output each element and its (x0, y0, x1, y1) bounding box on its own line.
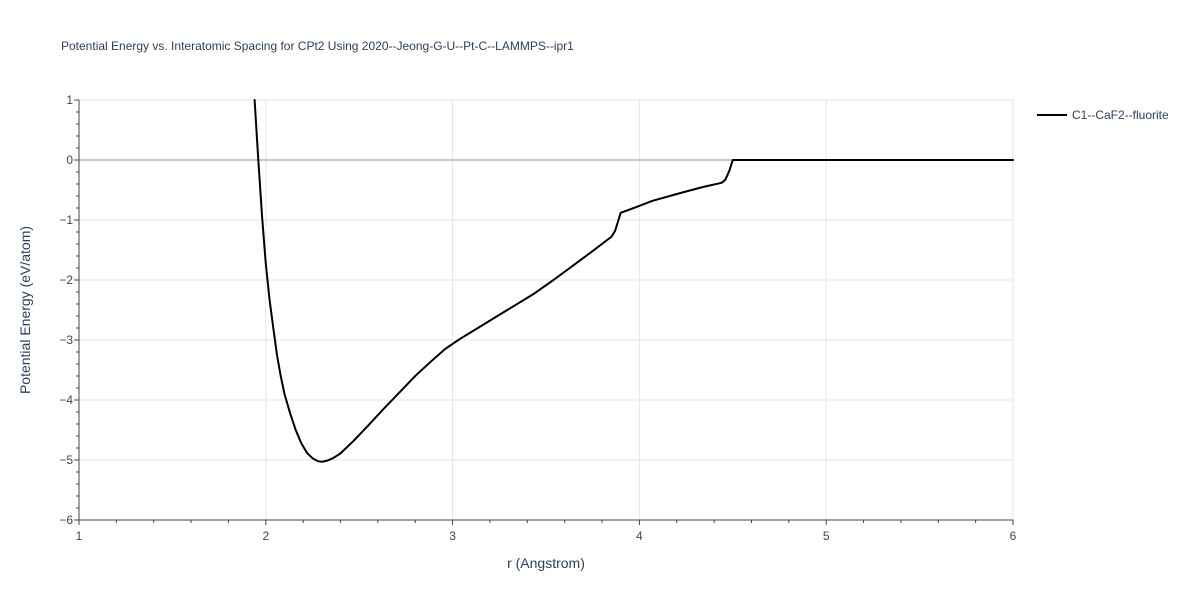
x-tick-label: 1 (76, 529, 83, 543)
series-lines (253, 99, 1014, 463)
x-tick-label: 2 (262, 529, 269, 543)
axes (74, 99, 1014, 525)
grid-lines (79, 99, 1014, 520)
y-axis-title: Potential Energy (eV/atom) (17, 226, 33, 394)
x-tick-label: 4 (636, 529, 643, 543)
x-tick-label: 5 (823, 529, 830, 543)
y-tick-label: −1 (59, 213, 73, 227)
y-tick-label: −2 (59, 273, 73, 287)
x-tick-label: 6 (1010, 529, 1017, 543)
x-tick-label: 3 (449, 529, 456, 543)
legend[interactable]: C1--CaF2--fluorite (1037, 108, 1169, 122)
x-axis-title: r (Angstrom) (507, 555, 585, 571)
y-tick-label: −4 (59, 393, 73, 407)
y-tick-label: −5 (59, 453, 73, 467)
series-line[interactable] (253, 99, 1014, 463)
chart-title: Potential Energy vs. Interatomic Spacing… (61, 39, 574, 53)
y-tick-label: −3 (59, 333, 73, 347)
legend-label: C1--CaF2--fluorite (1072, 108, 1169, 122)
y-tick-label: 1 (66, 93, 73, 107)
y-tick-label: −6 (59, 513, 73, 527)
tick-labels: 1 2 3 4 5 6 1 0 −1 −2 −3 −4 −5 −6 (59, 93, 1016, 543)
y-tick-label: 0 (66, 153, 73, 167)
